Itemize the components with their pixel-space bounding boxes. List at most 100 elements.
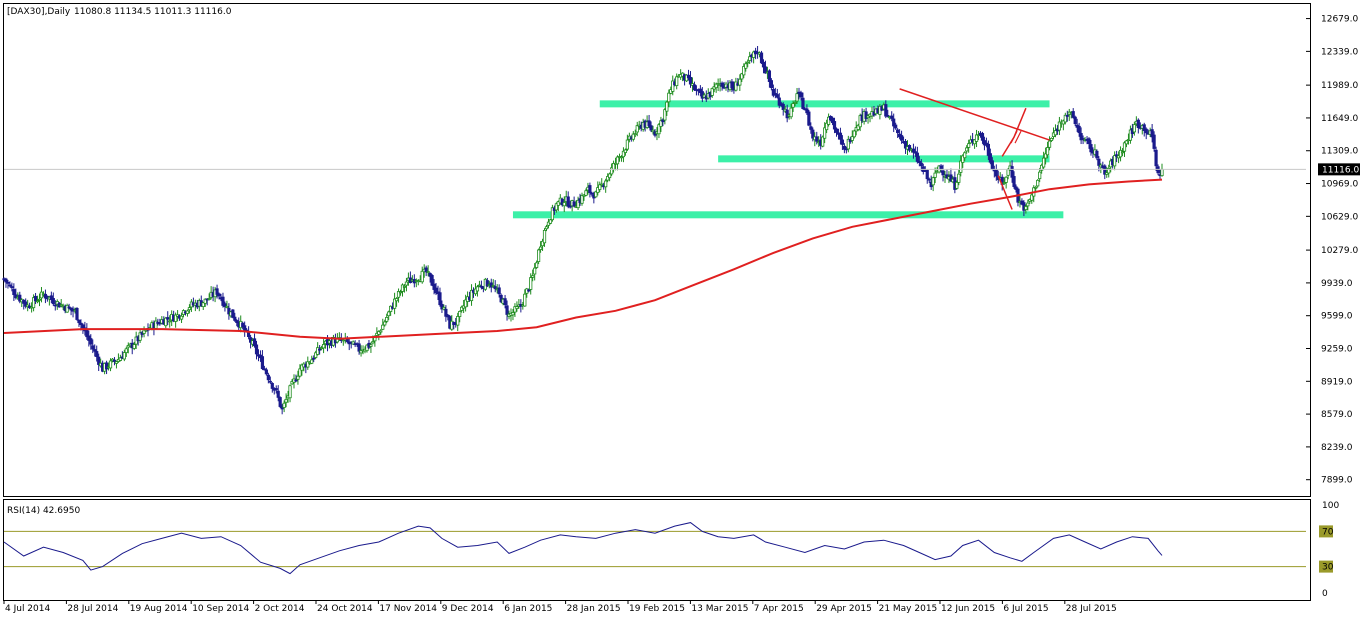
rsi-line <box>3 522 1163 575</box>
candle-body <box>168 320 172 323</box>
candle <box>93 344 97 357</box>
candle-body <box>945 174 949 179</box>
candle-body <box>345 338 349 342</box>
candle-body <box>572 201 576 207</box>
candle <box>387 310 391 321</box>
candle-body <box>1107 168 1111 174</box>
candle-body <box>785 109 789 119</box>
candle <box>477 280 482 288</box>
candle-body <box>832 121 837 130</box>
candle-body <box>49 295 53 300</box>
candle <box>225 300 229 309</box>
candle-body <box>974 134 979 142</box>
candle-body <box>635 125 639 133</box>
candle <box>740 72 744 83</box>
candle <box>675 73 679 90</box>
candle-body <box>276 390 280 398</box>
candle <box>527 288 531 293</box>
candle <box>793 100 797 107</box>
candle <box>223 301 227 312</box>
candle <box>1122 141 1127 157</box>
candle-body <box>59 304 63 307</box>
candle <box>576 196 580 211</box>
candle-body <box>651 129 655 133</box>
candle <box>588 182 592 198</box>
candle-body <box>1073 116 1077 125</box>
candle-body <box>533 267 537 275</box>
candle <box>742 63 746 79</box>
candle-body <box>919 162 923 167</box>
candle-body <box>576 199 580 209</box>
candle-body <box>730 81 734 89</box>
candle <box>166 311 170 326</box>
candle-body <box>426 271 430 273</box>
candle <box>77 319 81 327</box>
candle <box>864 107 868 122</box>
candle <box>931 176 935 192</box>
candle-body <box>850 136 854 141</box>
candle-body <box>990 160 994 170</box>
candle <box>738 74 742 91</box>
candle <box>858 113 862 132</box>
candle-body <box>264 369 268 375</box>
candle <box>529 273 533 295</box>
candle-body <box>394 298 399 302</box>
candle <box>661 118 665 127</box>
candle <box>8 281 12 288</box>
candle <box>1120 148 1125 157</box>
candle <box>927 177 931 183</box>
candle <box>398 289 403 296</box>
price-axis: 12679.0 12339.0 11989.0 11649.0 11309.0 10969… <box>1306 15 1358 486</box>
candle-body <box>485 280 489 287</box>
candle-body <box>1105 172 1109 175</box>
candle-body <box>389 305 393 312</box>
candle <box>623 148 628 156</box>
candle <box>542 228 547 247</box>
candle-body <box>254 344 259 355</box>
candle <box>1065 110 1069 122</box>
candle-body <box>771 88 775 96</box>
candle-body <box>221 296 225 306</box>
candle <box>37 293 42 307</box>
candle <box>49 291 53 304</box>
candle <box>941 164 945 182</box>
candle-body <box>542 229 547 244</box>
candle-body <box>1089 144 1093 153</box>
candle <box>1142 122 1146 137</box>
candle-body <box>420 270 424 283</box>
candle <box>95 345 99 362</box>
candle <box>763 60 768 74</box>
candle <box>1012 171 1016 189</box>
candle <box>221 292 225 308</box>
candle <box>294 374 298 383</box>
candle-body <box>479 285 484 288</box>
candle-body <box>811 129 815 139</box>
zone-band <box>599 100 1050 108</box>
candle <box>838 127 843 145</box>
rsi-panel-frame <box>3 499 1311 601</box>
candle-body <box>917 160 921 164</box>
zone-band <box>512 211 1064 219</box>
candle <box>598 181 602 193</box>
candle <box>1040 163 1044 174</box>
candle <box>809 122 813 134</box>
candle-body <box>1095 150 1099 159</box>
candle-body <box>1012 176 1016 187</box>
candle-body <box>789 107 793 118</box>
candle <box>823 122 827 144</box>
candle-body <box>846 138 850 150</box>
candle-body <box>396 291 401 298</box>
candle-body <box>623 149 628 153</box>
candle <box>846 135 850 153</box>
candle <box>6 279 10 289</box>
candle-body <box>118 357 122 361</box>
candle <box>548 218 553 225</box>
candle-body <box>1006 169 1010 176</box>
candle-body <box>742 66 746 76</box>
break-mark <box>1014 130 1022 144</box>
time-tick-label: 19 Feb 2015 <box>629 604 685 614</box>
candle <box>268 376 272 384</box>
candle <box>389 305 393 316</box>
candle <box>1152 131 1156 152</box>
